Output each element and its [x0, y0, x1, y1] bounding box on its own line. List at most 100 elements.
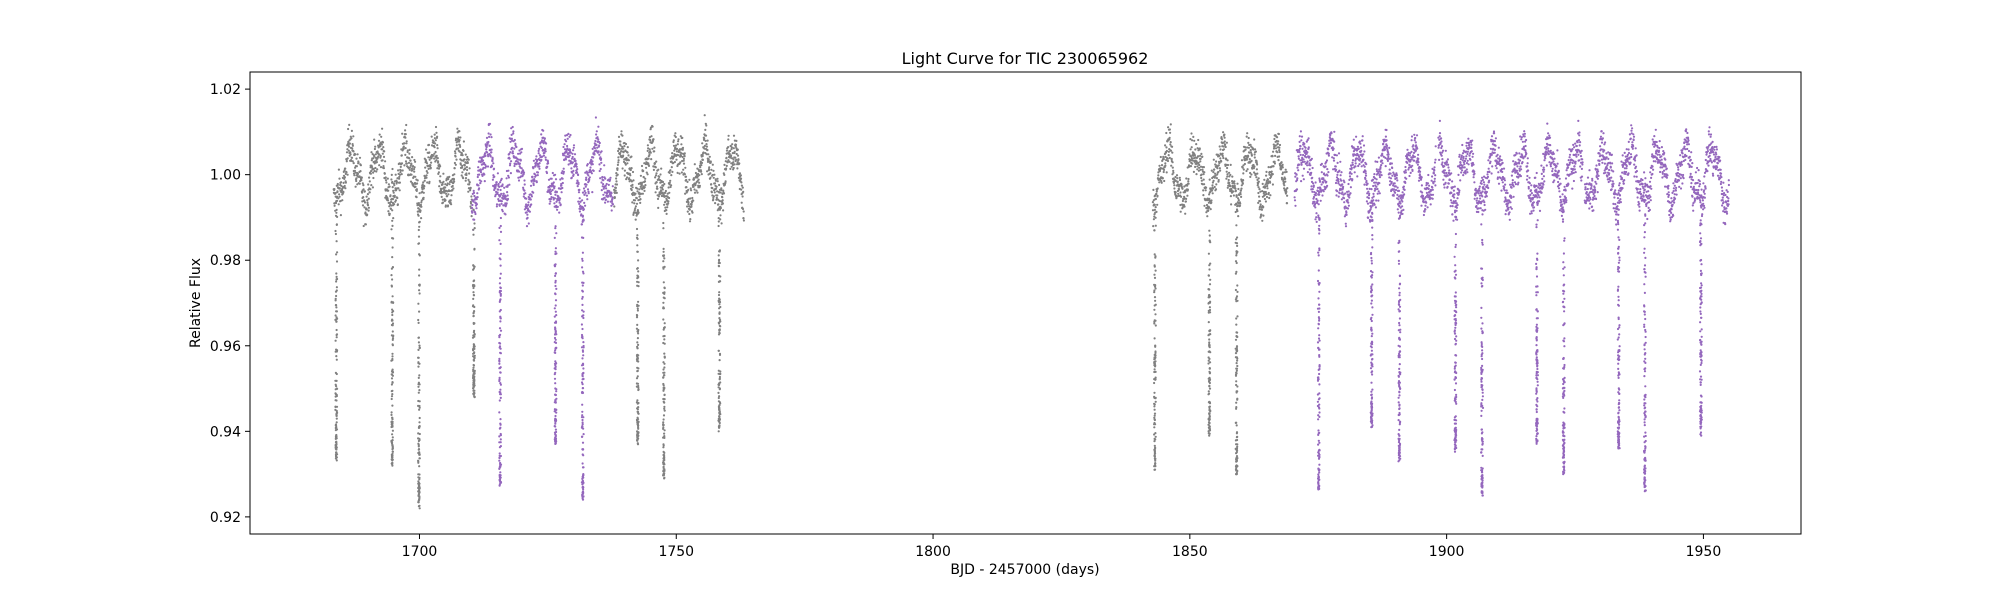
flux-point: [553, 187, 556, 190]
flux-point: [679, 161, 682, 164]
flux-point: [1265, 195, 1269, 199]
flux-point: [1539, 184, 1542, 187]
flux-point: [1633, 175, 1636, 178]
flux-point: [681, 155, 684, 159]
flux-point: [437, 171, 440, 174]
flux-point: [1399, 202, 1402, 205]
flux-point: [1370, 188, 1373, 191]
flux-point: [1194, 165, 1197, 168]
flux-point: [643, 180, 647, 183]
flux-point: [1427, 173, 1430, 177]
flux-point: [1198, 147, 1201, 150]
flux-point: [421, 183, 424, 186]
flux-point: [1585, 191, 1588, 194]
flux-point: [698, 174, 701, 177]
flux-point: [1484, 192, 1488, 195]
flux-point: [453, 180, 456, 183]
flux-point: [1367, 197, 1370, 200]
flux-point: [578, 197, 581, 200]
flux-point: [1607, 180, 1610, 184]
flux-point: [410, 163, 413, 166]
flux-point: [1559, 182, 1562, 185]
flux-point: [729, 167, 732, 170]
flux-point: [582, 208, 586, 211]
flux-point: [1246, 168, 1249, 171]
flux-point: [1350, 164, 1353, 167]
flux-point: [1626, 160, 1629, 163]
flux-point: [428, 180, 431, 183]
flux-point: [1636, 196, 1639, 199]
flux-point: [368, 191, 371, 194]
flux-point: [1311, 176, 1314, 179]
flux-point: [611, 203, 615, 206]
flux-point: [1580, 179, 1583, 182]
flux-point: [581, 199, 584, 202]
flux-point: [597, 125, 600, 128]
flux-point: [1314, 194, 1317, 197]
flux-point: [1366, 192, 1369, 195]
flux-point: [664, 191, 667, 194]
flux-point: [1379, 171, 1382, 174]
flux-point: [1226, 166, 1229, 170]
flux-point: [344, 172, 347, 175]
flux-point: [356, 172, 360, 175]
flux-point: [1310, 157, 1313, 160]
flux-point: [1240, 187, 1243, 190]
flux-point: [411, 169, 414, 172]
flux-point: [676, 143, 679, 146]
flux-point: [1459, 161, 1462, 164]
flux-point: [1525, 152, 1528, 155]
flux-point: [1548, 161, 1551, 164]
flux-point: [1626, 153, 1629, 156]
flux-point: [1457, 193, 1460, 196]
flux-point: [444, 186, 447, 189]
flux-point: [1446, 158, 1449, 161]
flux-point: [640, 164, 644, 168]
flux-point: [570, 167, 573, 170]
flux-point: [366, 201, 369, 204]
flux-point: [1552, 181, 1555, 184]
flux-point: [1563, 185, 1566, 188]
flux-point: [1184, 212, 1187, 215]
flux-point: [507, 169, 510, 172]
flux-point: [1306, 171, 1309, 174]
flux-point: [500, 200, 503, 203]
flux-point: [1571, 167, 1575, 171]
flux-point: [1619, 201, 1622, 204]
flux-point: [1336, 161, 1339, 164]
flux-point: [598, 144, 601, 147]
flux-point: [1211, 181, 1214, 184]
flux-point: [1648, 197, 1651, 200]
flux-point: [1527, 169, 1530, 172]
flux-point: [1431, 175, 1434, 178]
flux-point: [1237, 215, 1240, 218]
flux-point: [1523, 130, 1526, 133]
flux-point: [465, 166, 468, 169]
flux-point: [1312, 184, 1315, 187]
flux-point: [1378, 192, 1381, 195]
flux-point: [611, 185, 614, 188]
flux-point: [1384, 135, 1387, 138]
flux-point: [715, 185, 718, 188]
flux-point: [707, 158, 710, 161]
flux-point: [1361, 139, 1364, 142]
flux-point: [670, 174, 673, 177]
flux-point: [1421, 194, 1425, 198]
flux-point: [1359, 146, 1362, 149]
flux-point: [1320, 183, 1323, 186]
flux-point: [1494, 144, 1497, 147]
flux-point: [1414, 136, 1417, 140]
flux-point: [410, 173, 413, 176]
flux-point: [1438, 132, 1442, 135]
flux-point: [1529, 193, 1532, 196]
flux-point: [620, 130, 623, 133]
flux-point: [683, 155, 686, 158]
flux-point: [1472, 163, 1475, 166]
flux-point: [668, 196, 671, 200]
flux-point: [1167, 150, 1170, 153]
flux-point: [623, 174, 626, 177]
flux-point: [468, 183, 471, 186]
flux-point: [501, 183, 504, 186]
flux-point: [665, 212, 668, 215]
flux-point: [1253, 165, 1256, 168]
